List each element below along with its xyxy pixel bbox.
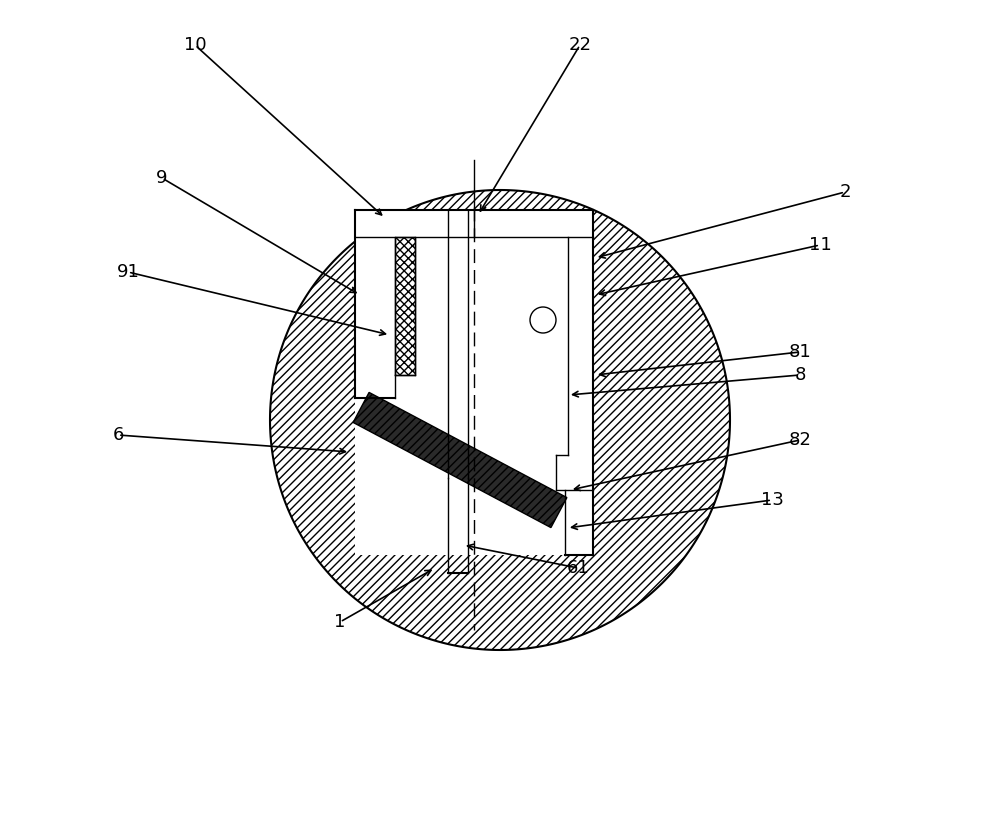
Text: 6: 6 [112,426,124,444]
Text: 81: 81 [789,343,811,361]
Text: 91: 91 [117,263,139,281]
Polygon shape [270,190,730,650]
Polygon shape [565,490,593,555]
Polygon shape [353,393,567,528]
Text: 10: 10 [184,36,206,54]
Polygon shape [355,210,593,555]
Text: 1: 1 [334,613,346,631]
Text: 2: 2 [839,183,851,201]
Text: 61: 61 [567,559,589,577]
Polygon shape [355,210,593,237]
Polygon shape [395,237,415,375]
Text: 9: 9 [156,169,168,187]
Text: 11: 11 [809,236,831,254]
Text: 22: 22 [568,36,592,54]
Polygon shape [355,237,395,398]
Polygon shape [395,237,568,455]
Text: 82: 82 [789,431,811,449]
Text: 8: 8 [794,366,806,384]
Polygon shape [556,237,593,490]
Text: 13: 13 [761,491,783,509]
